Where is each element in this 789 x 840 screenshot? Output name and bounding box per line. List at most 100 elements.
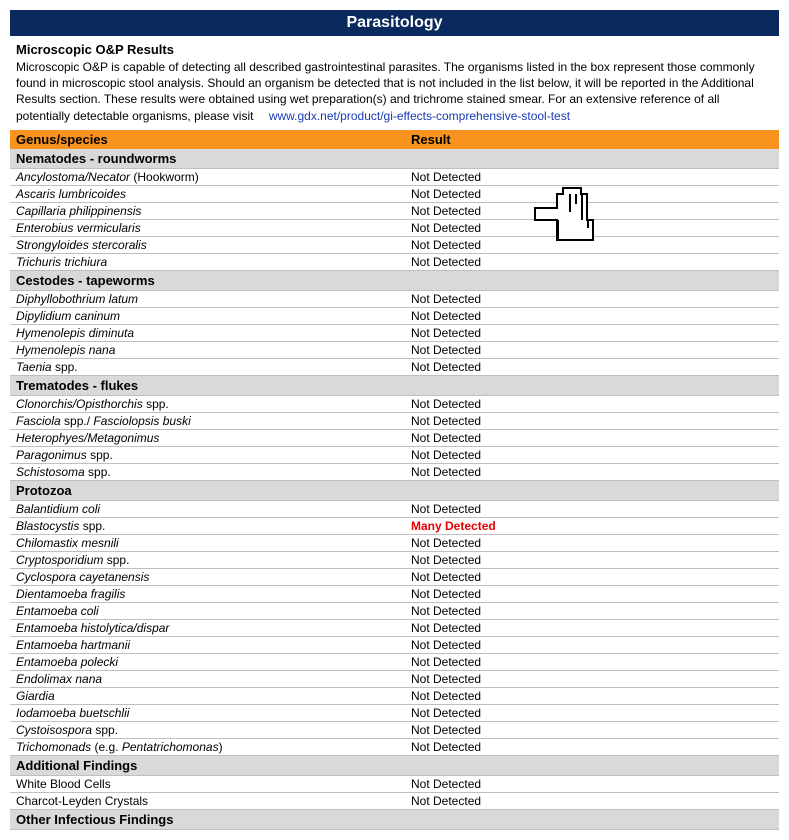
table-row: Ancylostoma/Necator (Hookworm)Not Detect… bbox=[10, 169, 779, 186]
table-row: Charcot-Leyden CrystalsNot Detected bbox=[10, 793, 779, 810]
reference-link[interactable]: www.gdx.net/product/gi-effects-comprehen… bbox=[269, 109, 570, 123]
table-row: Fasciola spp./ Fasciolopsis buskiNot Det… bbox=[10, 413, 779, 430]
table-row: Iodamoeba buetschliiNot Detected bbox=[10, 705, 779, 722]
result-cell: Not Detected bbox=[411, 621, 773, 636]
table-row: Dipylidium caninumNot Detected bbox=[10, 308, 779, 325]
result-cell: Not Detected bbox=[411, 604, 773, 619]
genus-cell: Schistosoma spp. bbox=[16, 465, 411, 480]
genus-cell: Dientamoeba fragilis bbox=[16, 587, 411, 602]
group-header: Other Infectious Findings bbox=[10, 810, 779, 830]
genus-cell: Iodamoeba buetschlii bbox=[16, 706, 411, 721]
table-row: Heterophyes/MetagonimusNot Detected bbox=[10, 430, 779, 447]
table-row: Clonorchis/Opisthorchis spp.Not Detected bbox=[10, 396, 779, 413]
table-row: Cryptosporidium spp.Not Detected bbox=[10, 552, 779, 569]
result-cell: Not Detected bbox=[411, 655, 773, 670]
table-row: Dientamoeba fragilisNot Detected bbox=[10, 586, 779, 603]
result-cell: Many Detected bbox=[411, 519, 773, 534]
result-cell: Not Detected bbox=[411, 570, 773, 585]
table-row: Trichomonads (e.g. Pentatrichomonas)Not … bbox=[10, 739, 779, 756]
column-header-result: Result bbox=[411, 132, 773, 147]
section-subtitle: Microscopic O&P Results bbox=[16, 42, 779, 57]
genus-cell: Chilomastix mesnili bbox=[16, 536, 411, 551]
genus-cell: Diphyllobothrium latum bbox=[16, 292, 411, 307]
genus-cell: Fasciola spp./ Fasciolopsis buski bbox=[16, 414, 411, 429]
genus-cell: Taenia spp. bbox=[16, 360, 411, 375]
genus-cell: Cyclospora cayetanensis bbox=[16, 570, 411, 585]
result-cell: Not Detected bbox=[411, 740, 773, 755]
table-row: Schistosoma spp.Not Detected bbox=[10, 464, 779, 481]
genus-cell: Enterobius vermicularis bbox=[16, 221, 411, 236]
genus-cell: Heterophyes/Metagonimus bbox=[16, 431, 411, 446]
result-cell: Not Detected bbox=[411, 465, 773, 480]
result-cell: Not Detected bbox=[411, 777, 773, 792]
table-row: Hymenolepis nanaNot Detected bbox=[10, 342, 779, 359]
table-row: GiardiaNot Detected bbox=[10, 688, 779, 705]
table-row: Enterobius vermicularisNot Detected bbox=[10, 220, 779, 237]
result-cell: Not Detected bbox=[411, 448, 773, 463]
genus-cell: White Blood Cells bbox=[16, 777, 411, 792]
table-row: Cyclospora cayetanensisNot Detected bbox=[10, 569, 779, 586]
table-row: Entamoeba poleckiNot Detected bbox=[10, 654, 779, 671]
result-cell: Not Detected bbox=[411, 360, 773, 375]
result-cell: Not Detected bbox=[411, 309, 773, 324]
genus-cell: Entamoeba coli bbox=[16, 604, 411, 619]
genus-cell: Paragonimus spp. bbox=[16, 448, 411, 463]
genus-cell: Capillaria philippinensis bbox=[16, 204, 411, 219]
result-cell: Not Detected bbox=[411, 204, 773, 219]
genus-cell: Strongyloides stercoralis bbox=[16, 238, 411, 253]
result-cell: Not Detected bbox=[411, 255, 773, 270]
table-row: Hymenolepis diminutaNot Detected bbox=[10, 325, 779, 342]
result-cell: Not Detected bbox=[411, 553, 773, 568]
genus-cell: Giardia bbox=[16, 689, 411, 704]
genus-cell: Charcot-Leyden Crystals bbox=[16, 794, 411, 809]
genus-cell: Endolimax nana bbox=[16, 672, 411, 687]
result-cell: Not Detected bbox=[411, 343, 773, 358]
result-cell: Not Detected bbox=[411, 638, 773, 653]
table-row: White Blood CellsNot Detected bbox=[10, 776, 779, 793]
result-cell: Not Detected bbox=[411, 187, 773, 202]
table-row: Entamoeba hartmaniiNot Detected bbox=[10, 637, 779, 654]
genus-cell: Hymenolepis nana bbox=[16, 343, 411, 358]
column-header-genus: Genus/species bbox=[16, 132, 411, 147]
genus-cell: Cystoisospora spp. bbox=[16, 723, 411, 738]
result-cell: Not Detected bbox=[411, 723, 773, 738]
table-row: Blastocystis spp.Many Detected bbox=[10, 518, 779, 535]
group-header: Nematodes - roundworms bbox=[10, 149, 779, 169]
result-cell: Not Detected bbox=[411, 794, 773, 809]
table-row: Paragonimus spp.Not Detected bbox=[10, 447, 779, 464]
table-row: Ascaris lumbricoidesNot Detected bbox=[10, 186, 779, 203]
result-cell: Not Detected bbox=[411, 414, 773, 429]
genus-cell: Cryptosporidium spp. bbox=[16, 553, 411, 568]
result-cell: Not Detected bbox=[411, 170, 773, 185]
table-row: Entamoeba coliNot Detected bbox=[10, 603, 779, 620]
description-text: Microscopic O&P is capable of detecting … bbox=[16, 59, 773, 124]
genus-cell: Entamoeba histolytica/dispar bbox=[16, 621, 411, 636]
table-row: Taenia spp.Not Detected bbox=[10, 359, 779, 376]
genus-cell: Entamoeba polecki bbox=[16, 655, 411, 670]
result-cell: Not Detected bbox=[411, 672, 773, 687]
result-cell: Not Detected bbox=[411, 536, 773, 551]
result-cell: Not Detected bbox=[411, 502, 773, 517]
table-row: Diphyllobothrium latumNot Detected bbox=[10, 291, 779, 308]
genus-cell: Trichomonads (e.g. Pentatrichomonas) bbox=[16, 740, 411, 755]
result-cell: Not Detected bbox=[411, 238, 773, 253]
result-cell: Not Detected bbox=[411, 587, 773, 602]
page-title: Parasitology bbox=[10, 10, 779, 36]
genus-cell: Dipylidium caninum bbox=[16, 309, 411, 324]
genus-cell: Trichuris trichiura bbox=[16, 255, 411, 270]
group-header: Trematodes - flukes bbox=[10, 376, 779, 396]
genus-cell: Blastocystis spp. bbox=[16, 519, 411, 534]
table-row: Entamoeba histolytica/disparNot Detected bbox=[10, 620, 779, 637]
result-cell: Not Detected bbox=[411, 292, 773, 307]
group-header: Protozoa bbox=[10, 481, 779, 501]
genus-cell: Ancylostoma/Necator (Hookworm) bbox=[16, 170, 411, 185]
table-row: Trichuris trichiuraNot Detected bbox=[10, 254, 779, 271]
result-cell: Not Detected bbox=[411, 221, 773, 236]
result-cell: Not Detected bbox=[411, 689, 773, 704]
genus-cell: Hymenolepis diminuta bbox=[16, 326, 411, 341]
genus-cell: Balantidium coli bbox=[16, 502, 411, 517]
table-row: Chilomastix mesniliNot Detected bbox=[10, 535, 779, 552]
table-row: Strongyloides stercoralisNot Detected bbox=[10, 237, 779, 254]
result-cell: Not Detected bbox=[411, 431, 773, 446]
table-row: Cystoisospora spp.Not Detected bbox=[10, 722, 779, 739]
